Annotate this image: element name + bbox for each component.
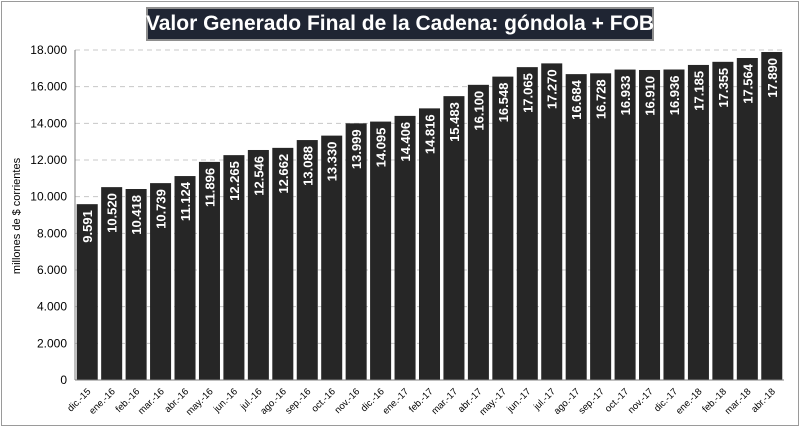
data-label: 14.816	[423, 114, 438, 154]
bar	[76, 204, 98, 380]
bar	[394, 115, 416, 380]
data-label: 16.728	[594, 79, 609, 119]
bar	[712, 61, 734, 380]
data-label: 11.124	[178, 181, 193, 221]
y-tick-label: 18.000	[30, 43, 67, 57]
bar	[150, 183, 172, 380]
data-label: 16.936	[667, 76, 682, 116]
chart-title-box: Valor Generado Final de la Cadena: góndo…	[146, 7, 654, 41]
bar	[321, 135, 343, 380]
bar	[565, 74, 587, 381]
y-tick-label: 14.000	[30, 116, 67, 130]
bar	[614, 69, 636, 380]
bar	[247, 149, 269, 380]
x-tick-label: ene.-16	[87, 386, 118, 417]
y-tick-label: 10.000	[30, 190, 67, 204]
data-label: 16.100	[471, 91, 486, 131]
bar	[174, 176, 196, 380]
data-label: 17.355	[716, 68, 731, 108]
data-label: 17.065	[520, 73, 535, 113]
data-label: 17.564	[740, 63, 755, 104]
bar	[223, 155, 245, 380]
bar	[639, 69, 661, 380]
bar	[590, 73, 612, 380]
x-tick-label: jun.-17	[504, 386, 533, 415]
data-label: 12.546	[251, 156, 266, 196]
data-label: 17.185	[691, 71, 706, 111]
x-tick-label: nov.-17	[626, 386, 656, 416]
x-tick-label: sep.-16	[283, 386, 313, 416]
bar	[492, 76, 514, 381]
x-tick-label: mar.-16	[136, 386, 167, 417]
data-label: 10.418	[129, 195, 144, 235]
bar	[663, 69, 685, 381]
data-label: 12.265	[227, 161, 242, 201]
x-tick-label: ago.-16	[258, 386, 289, 417]
y-axis-label: millones de $ corrientes	[11, 157, 23, 274]
data-label: 17.890	[765, 58, 780, 98]
bar	[516, 67, 538, 381]
x-tick-label: mar.-17	[430, 386, 461, 417]
bar	[345, 123, 367, 380]
data-label: 13.330	[325, 142, 340, 182]
bar	[467, 84, 489, 380]
data-label: 10.739	[154, 189, 169, 229]
data-label: 16.684	[569, 79, 584, 120]
x-tick-label: may.-16	[184, 386, 216, 418]
data-label: 16.910	[643, 76, 658, 116]
bar	[125, 189, 147, 380]
data-label: 14.095	[374, 128, 389, 168]
bar	[101, 187, 123, 380]
data-label: 13.999	[349, 129, 364, 169]
data-label: 15.483	[447, 102, 462, 142]
bar	[687, 64, 709, 381]
bar	[272, 147, 294, 380]
bar	[198, 161, 220, 380]
y-tick-label: 0	[60, 373, 67, 387]
x-tick-label: ene.-18	[674, 386, 705, 417]
y-tick-label: 6.000	[37, 263, 67, 277]
y-tick-label: 8.000	[37, 226, 67, 240]
data-label: 13.088	[300, 146, 315, 186]
bar	[541, 63, 563, 381]
x-tick-label: sep.-17	[577, 386, 607, 416]
data-label: 12.662	[276, 154, 291, 194]
data-label: 17.270	[545, 69, 560, 109]
data-label: 11.896	[202, 168, 217, 207]
bar	[736, 57, 758, 380]
bar	[370, 121, 392, 380]
chart-title: Valor Generado Final de la Cadena: góndo…	[145, 12, 655, 35]
bar	[418, 108, 441, 380]
x-tick-label: may.-17	[477, 386, 509, 418]
data-label: 14.406	[398, 122, 413, 162]
y-tick-label: 16.000	[30, 80, 67, 94]
y-tick-label: 2.000	[37, 336, 67, 350]
data-label: 16.933	[618, 76, 633, 116]
x-tick-label: nov.-16	[333, 386, 363, 416]
x-tick-label: abr.-18	[749, 386, 778, 415]
bar	[296, 140, 318, 380]
y-tick-label: 4.000	[37, 300, 67, 314]
data-label: 16.548	[496, 83, 511, 123]
x-tick-label: ene.-17	[381, 386, 412, 417]
data-label: 9.591	[80, 210, 95, 243]
y-tick-label: 12.000	[30, 153, 67, 167]
bar	[761, 52, 783, 381]
bar	[443, 96, 465, 381]
bars: 9.591 10.520 10.418 10.739 11.124 11.896 12.26…	[76, 52, 783, 381]
x-tick-label: mar.-18	[723, 386, 754, 417]
x-tick-label: ago.-17	[552, 386, 583, 417]
data-label: 10.520	[105, 193, 120, 233]
x-tick-label: jun.-16	[211, 386, 240, 415]
